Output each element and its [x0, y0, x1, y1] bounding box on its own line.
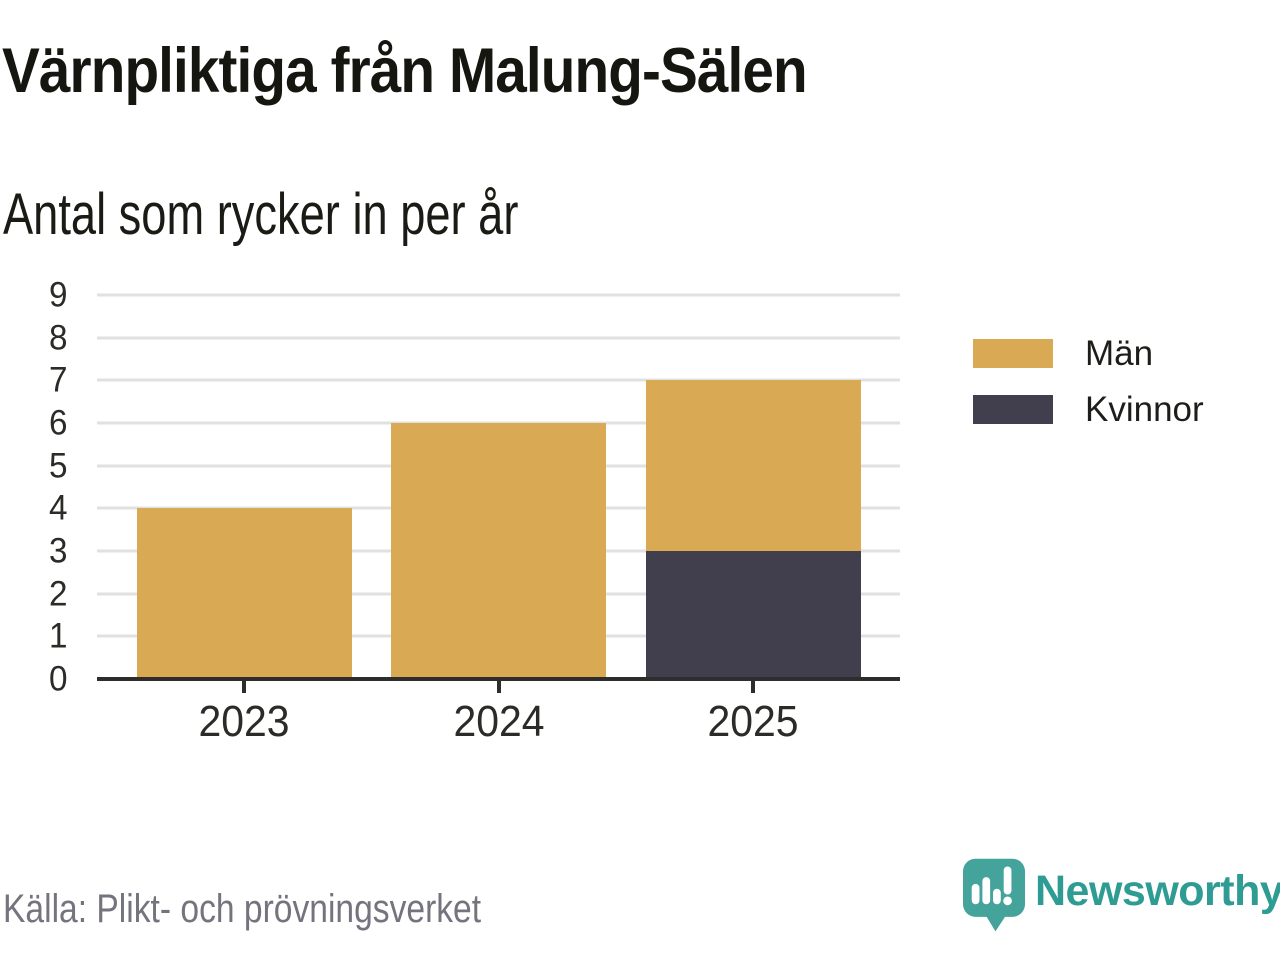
x-tick-label-2025: 2025 — [707, 697, 799, 746]
legend-label: Kvinnor — [1085, 389, 1204, 429]
bar-segment-män-2024 — [391, 423, 606, 679]
y-tick-label: 3 — [48, 531, 67, 571]
source-note: Källa: Plikt- och prövningsverket — [3, 887, 482, 931]
page-title: Värnpliktiga från Malung-Sälen — [2, 36, 808, 106]
bar-segment-kvinnor-2025 — [645, 551, 861, 679]
gridline-y8 — [97, 336, 900, 340]
legend-label: Män — [1085, 333, 1154, 373]
brand-wordmark: Newsworthy — [1035, 867, 1280, 915]
newsworthy-logo-icon — [963, 858, 1025, 932]
y-tick-label: 9 — [48, 275, 67, 315]
legend-swatch — [973, 339, 1053, 368]
x-tick — [751, 681, 755, 693]
y-tick-label: 2 — [48, 574, 67, 614]
brand-logo: Newsworthy — [963, 858, 1280, 933]
y-tick-label: 6 — [48, 403, 67, 443]
y-tick-label: 5 — [48, 446, 67, 486]
legend-row-män: Män — [973, 334, 1204, 373]
x-axis-line — [97, 677, 900, 681]
legend-row-kvinnor: Kvinnor — [973, 390, 1204, 429]
gridline-y9 — [97, 293, 900, 297]
bar-segment-män-2025 — [645, 380, 861, 551]
x-tick — [242, 681, 246, 693]
y-tick-label: 8 — [48, 318, 67, 358]
legend: Män Kvinnor — [973, 334, 1204, 451]
x-tick-label-2024: 2024 — [452, 697, 545, 746]
plot-area: 2023 2024 2025 — [97, 293, 900, 746]
x-tick-label-2023: 2023 — [198, 697, 290, 746]
x-tick — [496, 681, 501, 693]
bar-segment-män-2023 — [136, 508, 352, 679]
y-tick-label: 0 — [48, 659, 67, 699]
y-tick-label: 1 — [48, 616, 67, 656]
chart-subtitle: Antal som rycker in per år — [3, 182, 519, 247]
y-tick-label: 7 — [48, 360, 67, 400]
legend-swatch — [973, 395, 1053, 424]
y-tick-label: 4 — [48, 488, 67, 528]
gridline-y7 — [97, 378, 900, 382]
